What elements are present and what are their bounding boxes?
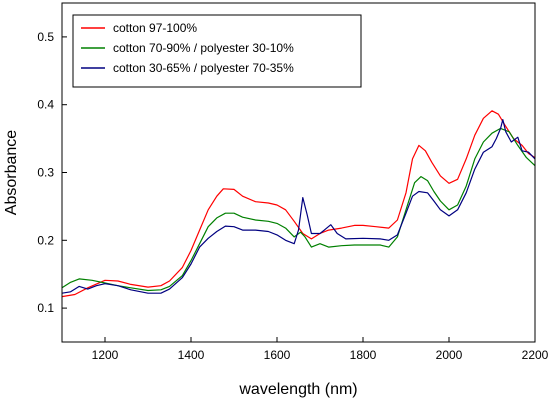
legend-entry: cotton 97-100% — [113, 21, 197, 35]
x-tick-label: 1800 — [350, 348, 377, 362]
y-tick-label: 0.1 — [37, 301, 54, 315]
axis-ticks: 1200 1400 1600 1800 2000 2200 0.1 0.2 0.3 0.4 0.5 — [37, 30, 548, 362]
x-tick-label: 1600 — [264, 348, 291, 362]
series-line-2 — [61, 127, 536, 292]
y-tick-label: 0.5 — [37, 30, 54, 44]
x-tick-label: 2000 — [436, 348, 463, 362]
series-line-1 — [61, 110, 536, 298]
legend-box — [72, 14, 362, 88]
legend-entry: cotton 70-90% / polyester 30-10% — [113, 41, 294, 55]
y-tick-label: 0.2 — [37, 233, 54, 247]
legend: cotton 97-100% cotton 70-90% / polyester … — [72, 14, 362, 88]
x-axis-label: wavelength (nm) — [238, 381, 357, 398]
y-tick-label: 0.3 — [37, 166, 54, 180]
series-line-3 — [61, 119, 536, 294]
x-tick-label: 1200 — [92, 348, 119, 362]
x-tick-label: 2200 — [522, 348, 549, 362]
y-tick-label: 0.4 — [37, 98, 54, 112]
legend-entry: cotton 30-65% / polyester 70-35% — [113, 61, 294, 75]
series-lines — [61, 110, 536, 298]
x-tick-label: 1400 — [178, 348, 205, 362]
y-axis-label: Absorbance — [3, 130, 20, 215]
